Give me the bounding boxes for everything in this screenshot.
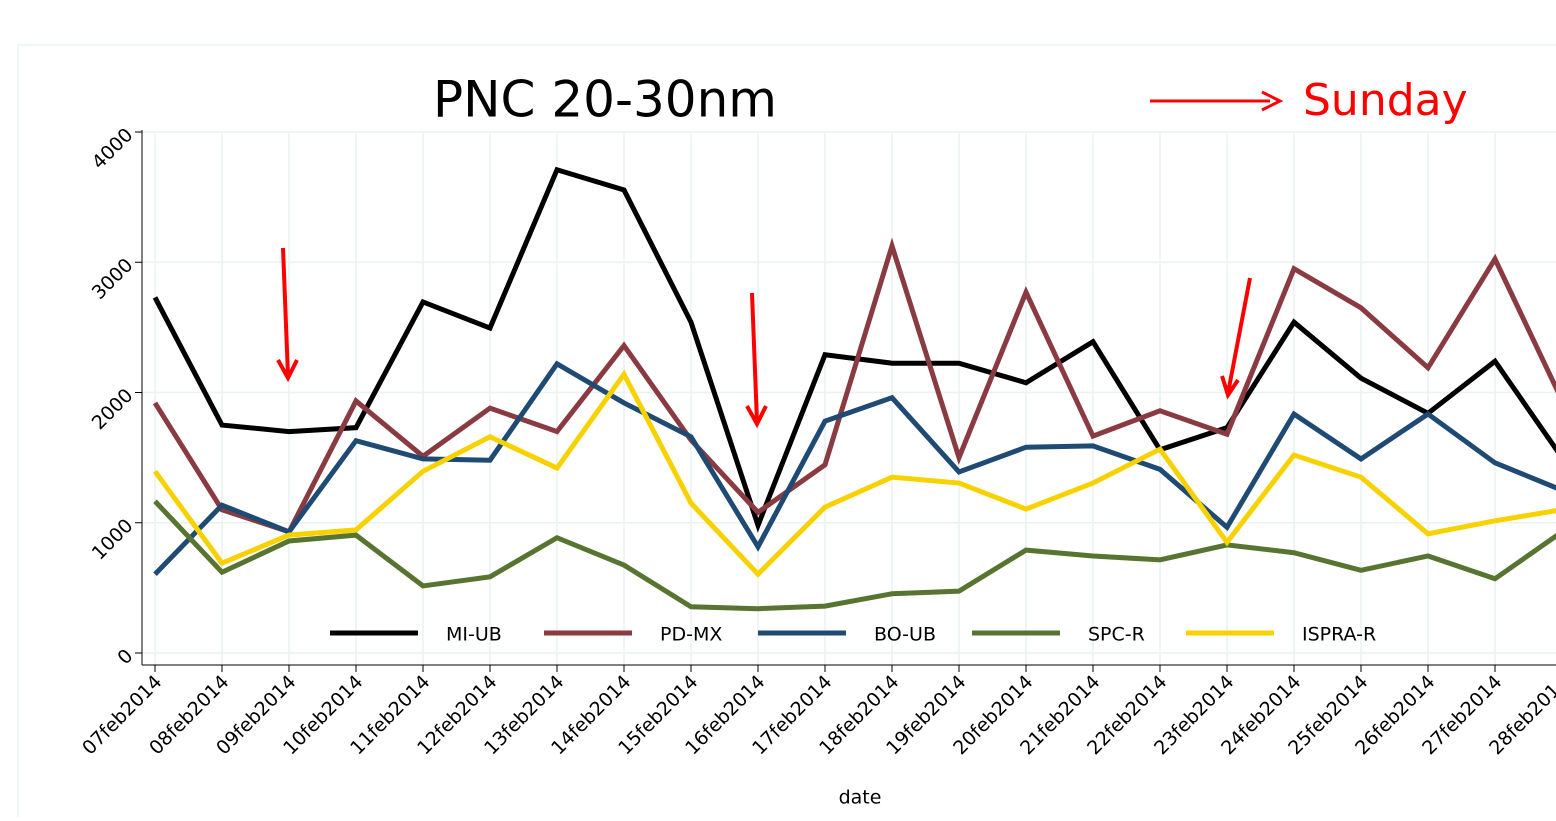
legend-arrow-head (1261, 90, 1284, 112)
y-tick-label: 0 (113, 645, 137, 669)
y-tick-label: 4000 (88, 124, 138, 174)
y-tick-label: 1000 (88, 515, 138, 565)
chart-title: PNC 20-30nm (433, 71, 777, 129)
legend-label: BO-UB (874, 624, 936, 646)
legend-label: MI-UB (446, 624, 502, 646)
series-line (153, 360, 1556, 576)
frame (17, 44, 1556, 821)
sunday-arrows (276, 247, 1252, 429)
series-line (152, 237, 1556, 535)
legend-label: SPC-R (1088, 624, 1145, 646)
series-line (152, 369, 1556, 578)
x-axis-label: date (839, 787, 882, 809)
annotation: Sunday (1303, 75, 1468, 126)
legend-label: ISPRA-R (1302, 624, 1376, 646)
legend-label: PD-MX (660, 624, 722, 646)
y-tick-label: 3000 (88, 254, 138, 304)
series-line (153, 499, 1556, 612)
y-tick-label: 2000 (88, 384, 138, 434)
